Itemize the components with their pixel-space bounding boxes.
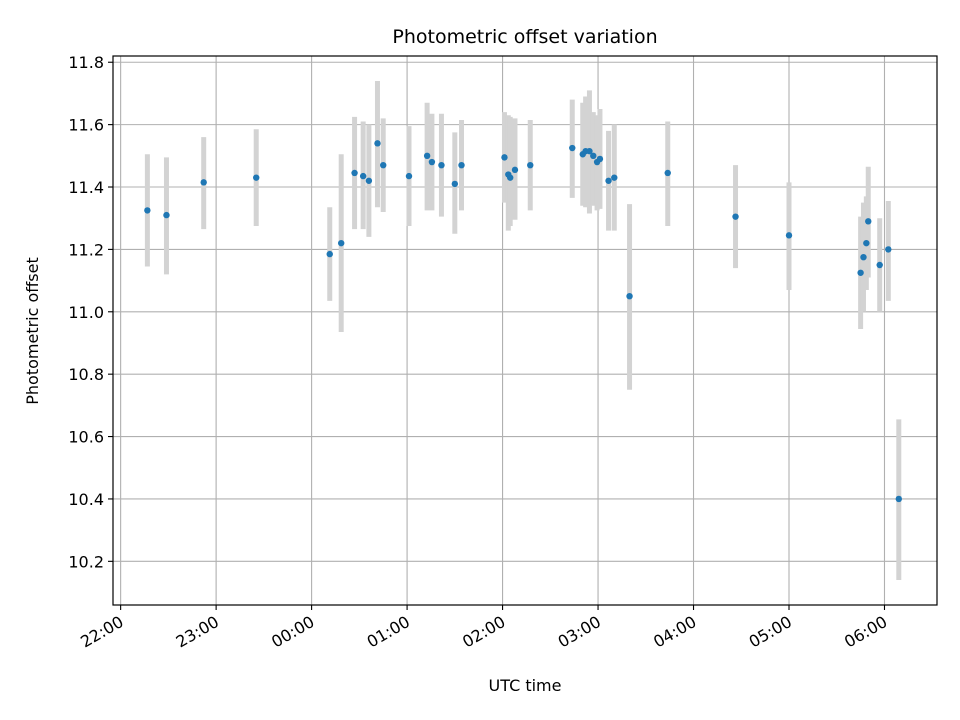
y-tick-label: 10.8: [68, 365, 104, 384]
data-point: [857, 270, 863, 276]
photometric-offset-chart: Photometric offset variation 22:00 23:00 0…: [0, 0, 960, 720]
data-point: [732, 213, 738, 219]
data-point: [665, 170, 671, 176]
x-tick-label: 04:00: [650, 612, 699, 652]
x-tick-label: 02:00: [459, 612, 508, 652]
x-axis-ticks: 22:00 23:00 00:00 01:00 02:00 03:00 04:00 05:00…: [77, 605, 890, 652]
y-tick-label: 11.0: [68, 303, 104, 322]
data-point: [527, 162, 533, 168]
y-axis-ticks: 10.2 10.4 10.6 10.8 11.0 11.2 11.4 11.6 11.8: [68, 53, 113, 571]
data-point: [865, 218, 871, 224]
y-tick-label: 11.8: [68, 53, 104, 72]
data-point: [597, 156, 603, 162]
data-point: [512, 167, 518, 173]
data-point: [877, 262, 883, 268]
data-point: [144, 207, 150, 213]
data-point: [896, 496, 902, 502]
data-point: [452, 181, 458, 187]
data-point: [507, 174, 513, 180]
data-point: [380, 162, 386, 168]
y-tick-label: 10.6: [68, 428, 104, 447]
data-point: [374, 140, 380, 146]
x-axis-title: UTC time: [489, 676, 562, 695]
data-point: [590, 153, 596, 159]
data-point: [860, 254, 866, 260]
data-point: [863, 240, 869, 246]
data-point: [429, 159, 435, 165]
data-point: [327, 251, 333, 257]
x-tick-label: 23:00: [173, 612, 222, 652]
data-point: [253, 174, 259, 180]
data-point: [786, 232, 792, 238]
data-point: [163, 212, 169, 218]
data-point: [605, 178, 611, 184]
y-tick-label: 11.6: [68, 116, 104, 135]
data-point: [501, 154, 507, 160]
y-tick-label: 10.4: [68, 490, 104, 509]
data-point: [438, 162, 444, 168]
data-point: [569, 145, 575, 151]
data-point: [338, 240, 344, 246]
data-point: [360, 173, 366, 179]
data-point: [351, 170, 357, 176]
data-point: [424, 153, 430, 159]
y-tick-label: 11.2: [68, 240, 104, 259]
data-point: [201, 179, 207, 185]
x-tick-label: 03:00: [555, 612, 604, 652]
data-point: [366, 178, 372, 184]
x-tick-label: 00:00: [268, 612, 317, 652]
data-point: [458, 162, 464, 168]
x-tick-label: 06:00: [841, 612, 890, 652]
x-tick-label: 05:00: [746, 612, 795, 652]
data-point: [611, 174, 617, 180]
y-axis-title: Photometric offset: [23, 257, 42, 405]
plot-area: [113, 56, 937, 605]
x-tick-label: 01:00: [364, 612, 413, 652]
x-tick-label: 22:00: [77, 612, 126, 652]
data-point: [626, 293, 632, 299]
data-point: [885, 246, 891, 252]
chart-title: Photometric offset variation: [392, 26, 657, 48]
y-tick-label: 10.2: [68, 552, 104, 571]
data-point: [406, 173, 412, 179]
y-tick-label: 11.4: [68, 178, 104, 197]
